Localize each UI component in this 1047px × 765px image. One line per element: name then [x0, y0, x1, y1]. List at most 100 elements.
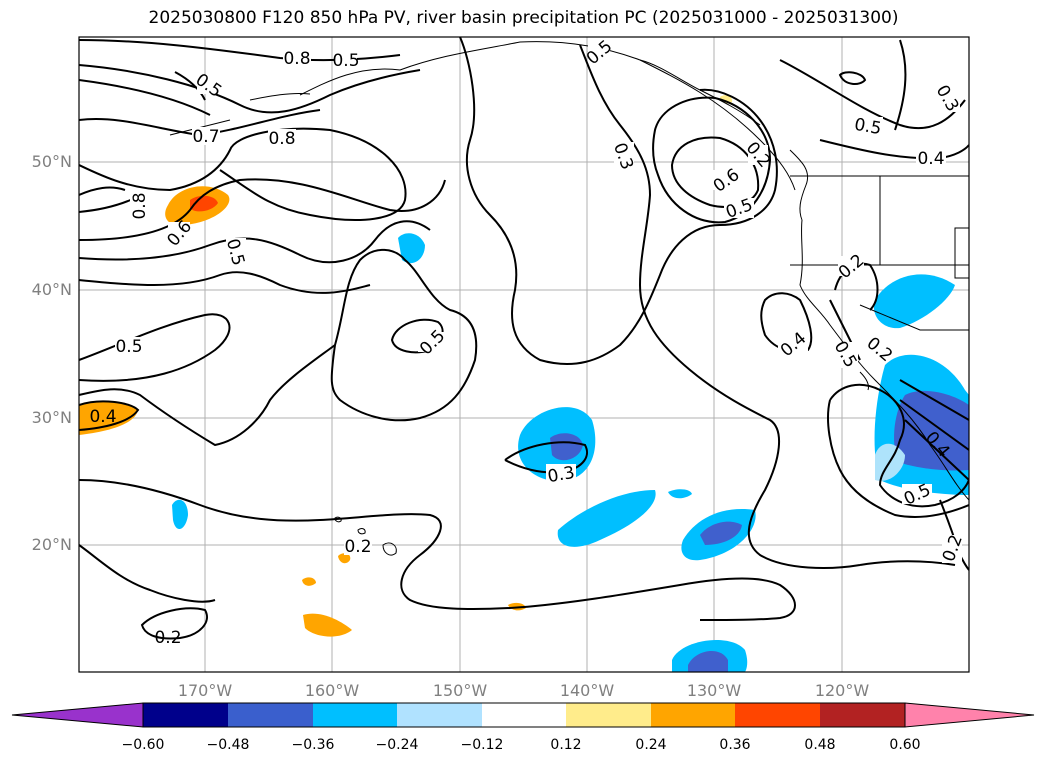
lon-tick-120w: 120°W [814, 681, 870, 700]
negative-anomaly-shading [172, 233, 969, 672]
contour-pv-east-band-2 [899, 399, 969, 451]
contour-label: 0.5 [332, 51, 359, 71]
contour-05-b [79, 271, 371, 294]
colorbar-segment [651, 703, 735, 727]
contour-label: 0.3 [546, 463, 576, 487]
colorbar-segment [313, 703, 397, 727]
colorbar-arrow-right [904, 702, 1035, 728]
lat-tick-20n: 20°N [31, 535, 72, 554]
lon-tick-150w: 150°W [432, 681, 488, 700]
contour-06-ring [670, 136, 760, 208]
hawaii-island-1 [382, 542, 397, 556]
contour-pv-east-band-3 [904, 419, 969, 481]
contour-04-left [79, 400, 140, 431]
lon-tick-160w: 160°W [304, 681, 360, 700]
blob-neg-small-1 [172, 499, 188, 530]
contour-03-central [79, 248, 478, 447]
colorbar-tick: −0.60 [121, 737, 165, 753]
contour-05-ring-ne [652, 96, 772, 224]
colorbar-segment [228, 703, 313, 727]
map-title: 2025030800 F120 850 hPa PV, river basin … [148, 8, 899, 28]
contour-08-ring [79, 127, 407, 221]
hawaii-island-3 [334, 516, 342, 523]
border-states-3 [859, 304, 969, 331]
positive-anomaly-shading [79, 95, 733, 637]
coast-bc [789, 149, 808, 221]
contour-02-south [79, 544, 216, 603]
lon-tick-140w: 140°W [559, 681, 615, 700]
colorbar-tick: 0.24 [635, 737, 667, 753]
contour-05-a [79, 220, 431, 264]
contour-label: 0.4 [917, 149, 944, 169]
colorbar-arrow-left [11, 702, 144, 728]
coast-alaska [299, 41, 796, 191]
blob-pos-small-2 [338, 553, 351, 564]
colorbar-segment [143, 703, 228, 727]
blob-pos-west [79, 400, 138, 435]
contour-05-calif-2 [827, 399, 969, 518]
contour-label: 0.8 [268, 129, 295, 149]
contour-08-left-2 [79, 186, 126, 196]
blob-pos-hawaii [303, 613, 352, 637]
contour-pv-east-band-1 [899, 379, 969, 421]
colorbar-segment [566, 703, 651, 727]
blob-neg-central-core [550, 433, 583, 461]
contour-label: 0.8 [283, 49, 310, 69]
contour-03-main [459, 37, 778, 366]
lat-tick-50n: 50°N [31, 152, 72, 171]
contour-05-ne-top [779, 59, 966, 130]
colorbar-tick: 0.36 [719, 737, 751, 753]
contour-label: 0.5 [853, 115, 883, 139]
lat-tick-40n: 40°N [31, 280, 72, 299]
blob-neg-small-2 [668, 489, 692, 499]
contour-05-top [79, 79, 211, 116]
colorbar-segment [397, 703, 482, 727]
lon-tick-170w: 170°W [177, 681, 233, 700]
contour-label: 0.2 [344, 537, 371, 557]
coast-aleutian-1 [249, 93, 311, 101]
contour-label: 0.2 [154, 628, 181, 648]
contour-06 [79, 178, 446, 241]
contour-label: 0.7 [192, 127, 219, 147]
colorbar-segment [735, 703, 820, 727]
colorbar-frame [142, 702, 906, 728]
blob-pos-small-1 [302, 577, 316, 586]
contour-label: 0.8 [130, 192, 150, 219]
blob-neg-hawaii-e-core [700, 521, 742, 545]
colorbar-segment [482, 703, 566, 727]
contour-07-top [79, 64, 421, 114]
blob-neg-calif-core [894, 390, 969, 471]
contour-03-long [79, 479, 796, 621]
colorbar [11, 702, 1035, 728]
contour-05-c [79, 313, 231, 382]
blob-neg-coast [873, 274, 955, 329]
colorbar-tick: −0.48 [206, 737, 250, 753]
blob-neg-north [398, 233, 425, 264]
contour-03-central-small [504, 441, 588, 474]
contour-label: 0.5 [115, 337, 142, 357]
contour-05-calif [829, 383, 969, 508]
colorbar-tick: −0.36 [291, 737, 335, 753]
colorbar-tick: −0.12 [460, 737, 504, 753]
blob-neg-diag [557, 490, 656, 547]
contour-ne-small [838, 71, 867, 85]
coast-baja [859, 371, 869, 391]
blob-pos-aleutian-core [190, 195, 218, 212]
colorbar-tick: 0.48 [804, 737, 836, 753]
contour-03-ne [579, 44, 861, 569]
contour-05-northleft [174, 71, 206, 101]
lat-tick-30n: 30°N [31, 408, 72, 427]
lon-tick-130w: 130°W [686, 681, 742, 700]
border-states-4 [954, 227, 969, 279]
contour-02-tail [859, 560, 956, 566]
colorbar-tick: 0.12 [550, 737, 582, 753]
colorbar-segment [820, 703, 905, 727]
map-frame [78, 36, 970, 673]
hawaii-island-2 [357, 528, 366, 535]
blob-neg-south-core [688, 650, 728, 672]
colorbar-tick: −0.24 [375, 737, 419, 753]
contour-04-ne-2 [894, 39, 907, 131]
contour-02-ring [140, 607, 208, 640]
contour-label: 0.4 [89, 407, 116, 427]
